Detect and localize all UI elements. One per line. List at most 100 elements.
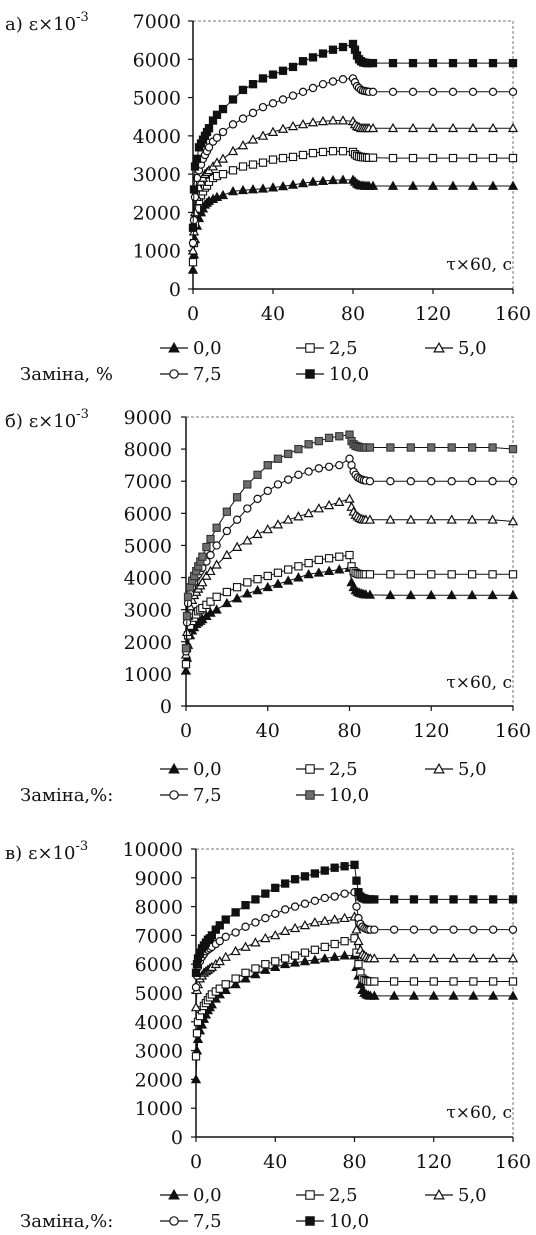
data-point [303,568,314,579]
data-point [313,503,325,513]
data-point [283,475,293,484]
series-0 [190,950,519,1084]
y-tick-label: 5000 [124,535,172,557]
data-point [252,528,263,539]
data-point [310,896,320,906]
data-point [488,153,498,163]
data-point [191,1052,201,1061]
data-point [279,925,291,935]
data-point [428,58,438,68]
data-point [181,644,191,653]
x-tick-label: 160 [495,303,531,325]
series-0 [180,562,519,675]
data-point [241,901,250,910]
data-point [354,960,363,969]
data-point [205,565,216,576]
data-point [215,984,224,993]
data-point [215,921,224,930]
data-point [293,572,304,582]
data-point [406,443,415,452]
data-point [508,477,518,486]
data-point [428,990,439,1000]
data-point [365,570,375,579]
legend-label: 2,5 [329,1185,358,1206]
legend-label: 10,0 [329,785,369,806]
x-tick-label: 160 [495,1151,531,1173]
data-point [350,860,359,869]
data-point [489,895,498,904]
data-point [272,578,284,588]
y-tick-label: 7000 [124,471,172,493]
data-point [297,118,309,129]
y-axis-label-exponent: -3 [76,407,89,422]
data-point [447,570,456,579]
data-point [303,507,314,518]
y-tick-label: 3000 [133,164,181,186]
data-point [232,515,242,524]
data-point [293,511,304,521]
legend-entry: 2,5 [296,338,358,359]
y-tick-label: 7000 [135,925,183,947]
data-point [204,124,214,133]
y-tick-label: 1000 [124,664,172,686]
series-1 [191,934,518,1061]
data-point [284,449,293,459]
data-point [247,134,259,144]
data-point [263,571,272,581]
data-point [192,154,202,163]
legend-marker [305,1190,315,1200]
data-point [335,432,344,441]
x-axis-label: τ×60, с [446,1103,512,1123]
legend-label: 5,0 [458,1185,487,1206]
data-point [508,87,518,97]
data-point [297,177,309,188]
data-point [330,892,339,901]
x-axis-label: τ×60, с [446,255,512,275]
data-point [307,176,319,186]
data-point [507,122,519,133]
data-point [389,925,399,934]
legend-marker [168,762,180,774]
legend-entry: 7,5 [160,364,222,385]
data-point [327,174,339,185]
legend-entry: 5,0 [425,759,487,780]
data-point [271,909,280,919]
data-point [241,922,250,931]
data-point [330,939,339,949]
data-point [389,977,399,986]
data-point [488,570,497,579]
data-point [267,126,279,136]
data-point [262,524,273,534]
data-point [467,477,477,486]
y-tick-label: 3000 [124,600,172,622]
data-point [507,515,519,526]
x-tick-label: 120 [416,1151,452,1173]
x-tick-label: 40 [256,720,280,742]
legend-label: 0,0 [193,338,222,359]
data-point [508,977,518,986]
data-point [258,74,268,83]
data-point [287,179,299,189]
data-point [263,486,272,496]
y-axis-label: ε×10 [29,411,76,432]
data-point [242,588,253,598]
y-tick-label: 0 [160,696,172,718]
data-point [237,184,249,195]
data-point [328,77,338,86]
data-point [211,604,222,614]
data-point [318,79,328,89]
panel-label: а) [5,14,23,35]
data-point [365,477,375,486]
series-line [192,77,513,244]
data-point [488,477,497,486]
data-point [351,924,362,934]
data-point [344,493,355,503]
x-tick-label: 40 [263,1151,287,1173]
data-point [324,554,334,563]
data-point [289,922,301,933]
y-tick-label: 6000 [135,954,183,976]
y-tick-label: 6000 [133,49,181,71]
data-point [468,153,478,163]
data-point [206,534,215,544]
data-point [230,945,241,956]
